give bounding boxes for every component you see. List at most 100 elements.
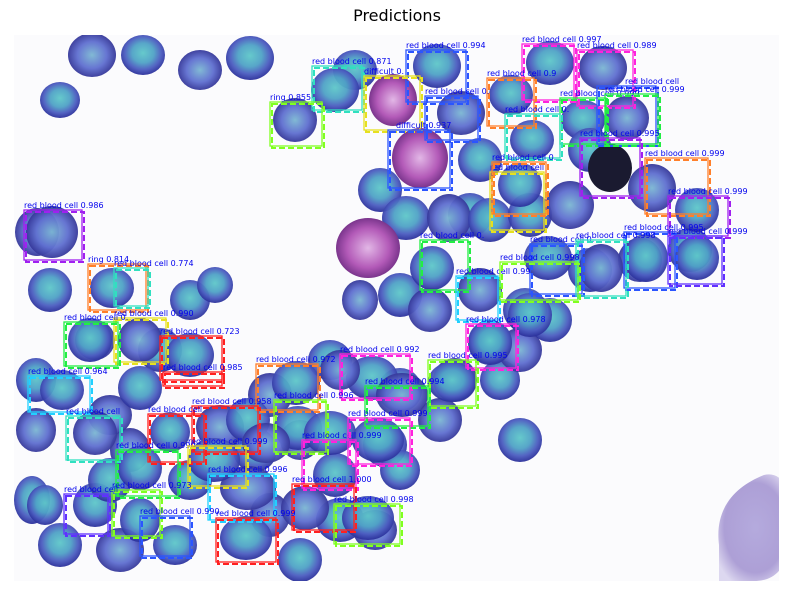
ground-truth-box: [187, 445, 247, 487]
detection-label: red blood cell: [64, 485, 118, 494]
blood-cell: [272, 361, 320, 405]
ground-truth-box: [623, 231, 676, 289]
ground-truth-box: [65, 415, 121, 461]
detection-label: red blood cell 0.999: [645, 149, 725, 158]
detection-label: red blood cell 0.998: [576, 231, 656, 240]
blood-cell: [226, 36, 274, 80]
ground-truth-box: [333, 503, 401, 545]
prediction-box: [209, 475, 277, 523]
detection-box: red blood cell 0.723: [159, 327, 240, 383]
prediction-box: [25, 211, 85, 263]
detection-label: red blood cell 0.996: [274, 391, 354, 400]
detection-label: red blood cell 0.958: [192, 397, 272, 406]
detection-label: red blood cell 0.: [64, 313, 128, 322]
blood-cell: [197, 267, 233, 303]
prediction-box: [366, 387, 431, 429]
ground-truth-box: [27, 375, 91, 413]
detection-box: red blood cell 0.: [424, 87, 489, 143]
prediction-box: [646, 159, 711, 217]
detection-label: red blood cell 0.978: [466, 315, 546, 324]
blood-cell: [281, 486, 329, 530]
prediction-box: [606, 95, 661, 147]
ground-truth-box: [504, 113, 561, 159]
detection-box: ring 0.855: [269, 93, 325, 149]
blood-cell: [304, 411, 356, 455]
detection-label: red blood cell 0.871: [312, 57, 392, 66]
blood-cell: [26, 206, 78, 258]
detection-label: red blood cell 0.998: [500, 253, 580, 262]
prediction-box: [271, 103, 325, 149]
ground-truth-box: [311, 65, 363, 111]
blood-cell: [352, 418, 404, 462]
detection-label: red blood cell: [148, 405, 202, 414]
blood-cell: [624, 234, 668, 282]
white-blood-cell: [369, 74, 417, 126]
prediction-box: [193, 407, 261, 455]
detection-box: red blood cell 0.994: [364, 377, 445, 429]
detection-label: red blood cell 0.992: [340, 345, 420, 354]
detection-label: red blood cell: [66, 407, 120, 416]
detection-label: red blood cell 0.990: [116, 441, 196, 450]
blood-cell: [376, 373, 428, 417]
blood-cell: [675, 236, 719, 280]
blood-cell: [273, 98, 317, 142]
blood-cell: [68, 318, 112, 362]
blood-cell: [579, 46, 627, 90]
detection-box: red blood cell 0.: [63, 313, 128, 369]
detection-box: red blood cell 0.998: [499, 253, 581, 303]
detection-box: red blood cell 0.958: [191, 397, 272, 455]
detection-label: difficult 0.937: [396, 121, 451, 130]
detection-box: red blood cell 0.990: [113, 309, 194, 365]
prediction-box: [29, 377, 93, 415]
ground-truth-box: [139, 515, 191, 557]
detection-box: red blood cell 0.964: [27, 367, 108, 415]
detection-label: red blood cell 0.723: [160, 327, 240, 336]
detection-label: red blood cell 0.986: [24, 201, 104, 210]
ground-truth-box: [387, 129, 451, 189]
detection-label: red blood cell 0.: [505, 105, 569, 114]
prediction-box: [257, 365, 321, 413]
detection-label: ring 0.814: [88, 255, 129, 264]
microscopy-image: red blood cell 0.997 red blood cell 0.989…: [14, 35, 779, 581]
detection-box: red blood cell: [65, 407, 123, 463]
detection-label: red blood cell 0.990: [140, 507, 220, 516]
ground-truth-box: [667, 235, 723, 285]
detection-box: red blood cell 0.995: [579, 129, 660, 199]
detection-label: red blood cell: [625, 77, 679, 86]
detection-box: red blood cell 0.999: [187, 437, 268, 489]
detection-label: red blood cell 0.995: [428, 351, 508, 360]
ground-truth-box: [255, 363, 319, 411]
detection-box: red blood cell 0.: [419, 231, 484, 293]
ground-truth-box: [499, 261, 579, 301]
detection-label: red blood cell 0.998: [334, 495, 414, 504]
blood-cell: [73, 411, 117, 455]
prediction-box: [293, 485, 357, 533]
blood-cell: [498, 418, 542, 462]
detection-label: red blood cell 0.999: [348, 409, 428, 418]
blood-cell: [28, 268, 72, 312]
blood-cell: [468, 321, 512, 365]
prediction-box: [217, 519, 279, 565]
prediction-box: [161, 337, 225, 383]
blood-cell: [153, 525, 197, 565]
ground-truth-box: [455, 275, 499, 321]
ground-truth-box: [486, 77, 535, 127]
blood-cell: [166, 333, 214, 377]
prediction-box: [189, 447, 249, 489]
ground-truth-box: [63, 321, 119, 367]
blood-cell: [510, 120, 554, 160]
blood-cell: [150, 412, 190, 452]
prediction-box: [65, 495, 111, 537]
blood-cell: [38, 523, 82, 567]
detection-box: red blood cell 0.978: [465, 315, 546, 371]
blood-cell: [16, 408, 56, 452]
prediction-box: [115, 319, 169, 365]
blood-cell: [458, 138, 502, 182]
blood-cell: [27, 485, 63, 525]
detection-box: red blood cell 0.774: [113, 259, 194, 309]
blood-cell: [410, 246, 454, 290]
blood-cell: [428, 362, 476, 402]
blood-cell: [546, 181, 594, 229]
detection-label: red blood cell 0.997: [522, 35, 602, 44]
